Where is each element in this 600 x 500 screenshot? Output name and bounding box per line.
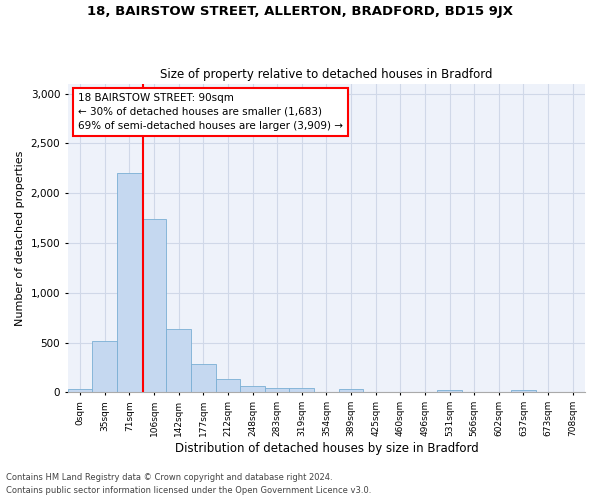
Text: Contains HM Land Registry data © Crown copyright and database right 2024.
Contai: Contains HM Land Registry data © Crown c… <box>6 474 371 495</box>
Title: Size of property relative to detached houses in Bradford: Size of property relative to detached ho… <box>160 68 493 81</box>
Bar <box>166 329 191 392</box>
Y-axis label: Number of detached properties: Number of detached properties <box>15 150 25 326</box>
Text: 18 BAIRSTOW STREET: 90sqm
← 30% of detached houses are smaller (1,683)
69% of se: 18 BAIRSTOW STREET: 90sqm ← 30% of detac… <box>78 93 343 131</box>
Bar <box>215 380 240 392</box>
Bar <box>289 388 314 392</box>
Bar <box>265 388 289 392</box>
Bar <box>68 390 92 392</box>
Bar <box>142 219 166 392</box>
Bar <box>511 390 536 392</box>
X-axis label: Distribution of detached houses by size in Bradford: Distribution of detached houses by size … <box>175 442 478 455</box>
Bar <box>92 340 117 392</box>
Bar <box>240 386 265 392</box>
Text: 18, BAIRSTOW STREET, ALLERTON, BRADFORD, BD15 9JX: 18, BAIRSTOW STREET, ALLERTON, BRADFORD,… <box>87 5 513 18</box>
Bar <box>437 390 462 392</box>
Bar <box>117 173 142 392</box>
Bar <box>191 364 215 392</box>
Bar <box>339 389 364 392</box>
